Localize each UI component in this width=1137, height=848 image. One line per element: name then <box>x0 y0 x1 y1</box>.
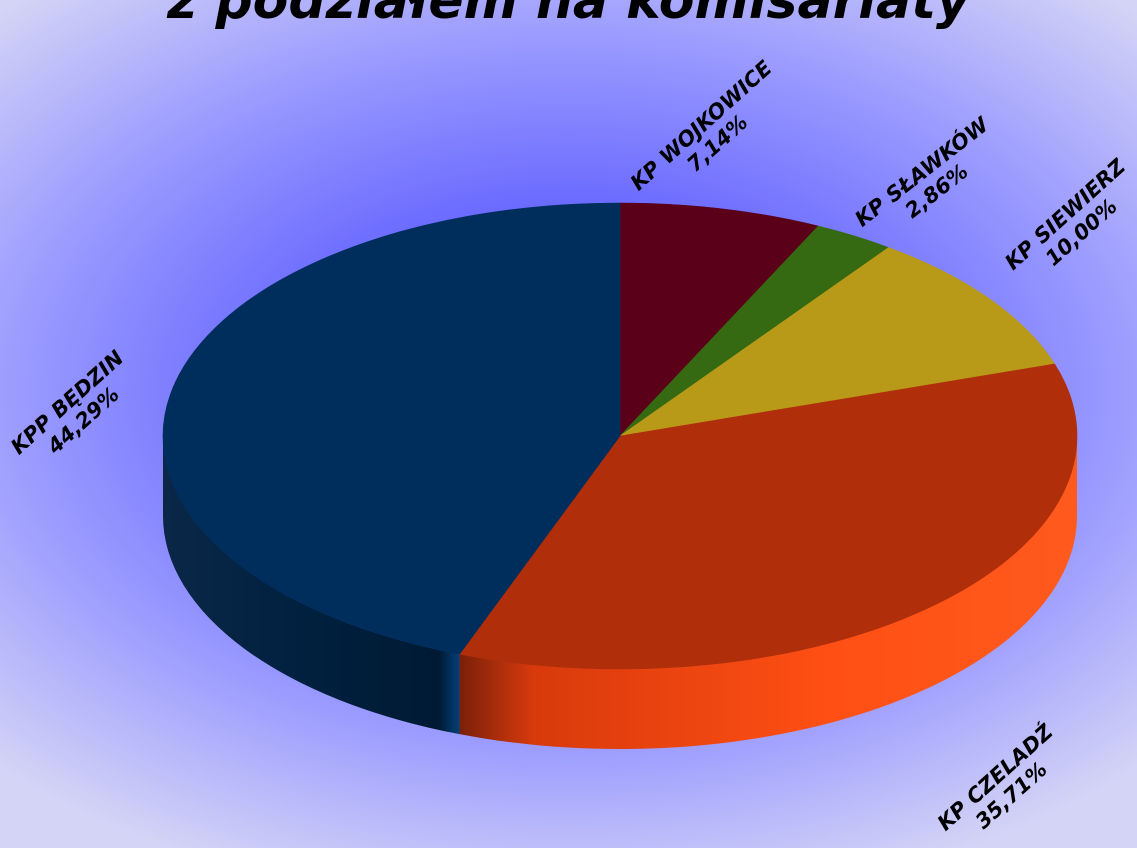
pie-slice-kp-czeladz <box>459 363 1078 670</box>
pie-side-kp-czeladz <box>459 436 1077 749</box>
slice-label-kpp-bedzin: KPP BĘDZIN44,29% <box>6 345 145 477</box>
slice-label-kp-slawkow: KP SŁAWKÓW2,86% <box>850 111 1009 250</box>
pie-slice-kp-siewierz <box>619 247 1056 437</box>
chart-title: z podziałem na komisariaty <box>167 0 970 31</box>
slice-label-kp-wojkowice: KP WOJKOWICE7,14% <box>626 55 793 213</box>
slice-name-kp-wojkowice: KP WOJKOWICE <box>626 55 777 195</box>
slice-label-kp-siewierz: KP SIEWIERZ10,00% <box>1000 154 1137 293</box>
pie-slice-kpp-bedzin <box>162 202 621 655</box>
pie-sides <box>163 436 1077 749</box>
pie-slices <box>162 202 1078 670</box>
pie-side-kpp-bedzin <box>163 436 460 735</box>
pie-slice-kp-wojkowice <box>619 202 819 437</box>
slice-label-kp-czeladz: KP CZELADŹ35,71% <box>932 718 1074 848</box>
